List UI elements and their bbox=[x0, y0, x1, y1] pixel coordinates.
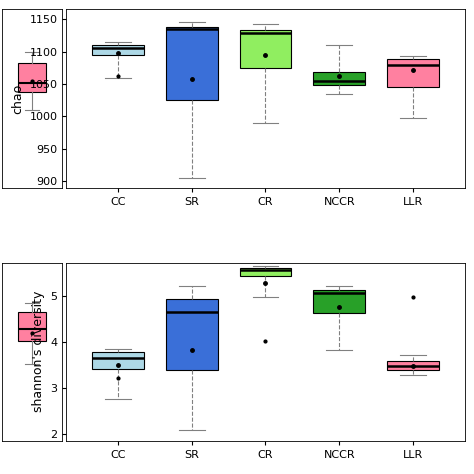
PathPatch shape bbox=[313, 290, 365, 313]
PathPatch shape bbox=[18, 312, 46, 341]
PathPatch shape bbox=[92, 45, 144, 55]
PathPatch shape bbox=[313, 73, 365, 85]
Y-axis label: chao: chao bbox=[11, 83, 24, 114]
PathPatch shape bbox=[240, 268, 292, 276]
PathPatch shape bbox=[240, 30, 292, 68]
PathPatch shape bbox=[387, 59, 439, 87]
PathPatch shape bbox=[18, 63, 46, 92]
PathPatch shape bbox=[387, 361, 439, 370]
PathPatch shape bbox=[166, 300, 218, 370]
Y-axis label: shannon's diversity: shannon's diversity bbox=[32, 291, 45, 412]
PathPatch shape bbox=[92, 352, 144, 368]
PathPatch shape bbox=[166, 27, 218, 100]
